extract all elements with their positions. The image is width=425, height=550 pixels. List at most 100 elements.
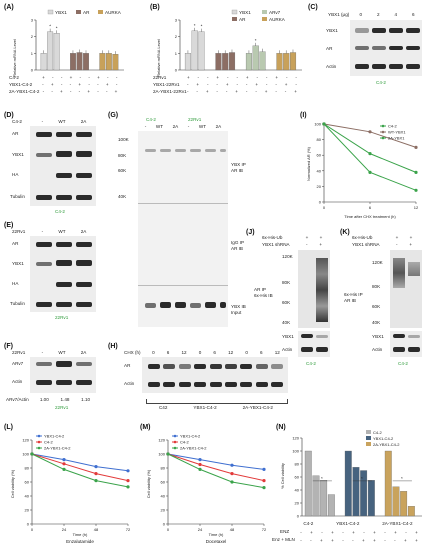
smear — [316, 258, 328, 322]
y-tick-label: 0 — [27, 522, 30, 527]
legend-swatch — [366, 430, 371, 434]
d-row: YBX1 — [12, 152, 24, 157]
f-row: ARv7 — [12, 361, 24, 366]
g-col: 2A — [215, 124, 222, 129]
y-tick-label: 0 — [319, 200, 322, 205]
y-tick-label: 0 — [175, 68, 178, 73]
e-row: Tubulin — [10, 301, 25, 306]
data-point — [198, 467, 202, 471]
data-point — [414, 145, 418, 149]
band — [36, 302, 52, 307]
f-corner: 22Rv1 — [12, 350, 26, 355]
sign-row-label: C4-2 — [9, 75, 19, 80]
sign: + — [409, 242, 413, 247]
sign-row: C4-2 + - - + - - + - - — [9, 74, 121, 81]
sign: - — [105, 89, 108, 94]
sub-l: Enzalutamide — [66, 539, 94, 544]
h-time: 0 — [152, 350, 155, 355]
band — [76, 173, 92, 178]
bar — [47, 31, 54, 71]
row-table-b: 22Rv1 + - - + - - + - - + - - YBX1-22Rv1- + - - + - - + - - + -2… — [153, 74, 303, 95]
band — [408, 347, 420, 352]
f-col: 2A — [80, 350, 87, 355]
c-row-label: Actin — [326, 64, 337, 69]
sign: + — [284, 82, 288, 87]
f-ratios: 1.00 1.48 1.10 — [34, 397, 96, 402]
k-cell-label: C4-2 — [398, 361, 408, 366]
band — [209, 382, 222, 387]
legend-swatch-aurka — [98, 10, 103, 14]
data-point — [94, 465, 98, 469]
band — [393, 334, 405, 338]
e-corner: 22Rv1 — [12, 229, 26, 234]
bar — [215, 53, 222, 71]
sign-row-label: 2A-YBX1-C4-2 — [9, 89, 40, 94]
sign: - — [295, 75, 297, 80]
j-mw: 120K — [282, 254, 293, 259]
sign: + — [310, 530, 313, 535]
series-line — [31, 453, 129, 472]
d-cell-label: C4-2 — [55, 209, 65, 214]
sign: - — [305, 242, 308, 247]
band — [190, 303, 201, 308]
sign: - — [256, 75, 259, 80]
legend-label: 2A-YBX1 — [388, 136, 405, 141]
band — [255, 364, 268, 369]
band — [301, 347, 313, 352]
band — [56, 242, 72, 247]
band — [36, 153, 52, 157]
y-tick-label: 0 — [163, 522, 166, 527]
g-mw: 80K — [118, 153, 127, 158]
sign: + — [319, 235, 323, 240]
legend-label: YBX1-C4-2 — [373, 436, 394, 441]
y-tick-label: 1 — [175, 51, 178, 56]
sign: + — [87, 89, 91, 94]
j-row: YBX1 — [282, 334, 294, 339]
ylabel-i: Normalized AR (%) — [306, 146, 311, 181]
d-cols: - WT 2A — [34, 119, 94, 124]
data-point — [62, 462, 66, 466]
sign-row: YBX1-C4-2 - + - - + - - + - — [9, 81, 121, 88]
sign: + — [60, 89, 63, 94]
band — [301, 334, 313, 338]
j-mw: 40K — [282, 320, 291, 325]
sign-row-label: 22Rv1 — [153, 75, 167, 80]
series-line — [167, 453, 265, 482]
sign: - — [78, 89, 81, 94]
bar — [283, 53, 290, 71]
row-table-a: C4-2 + - - + - - + - - YBX1-C4-2- + - - + - - + -2A-YBX1-C… — [9, 74, 121, 95]
g-col: - — [187, 124, 190, 129]
panel-label-b: (B) — [150, 4, 160, 11]
sign: + — [196, 82, 200, 87]
sign: - — [342, 538, 344, 543]
g-mw: 100K — [118, 137, 129, 142]
j-row-top: 6x-His-Ub — [262, 235, 283, 240]
y-tick-label: 40 — [161, 494, 166, 499]
x-tick-label: 24 — [62, 527, 67, 532]
sign: + — [186, 75, 190, 80]
sign: - — [225, 89, 228, 94]
y-tick-label: 60 — [317, 153, 322, 158]
g-col: 2A — [172, 124, 179, 129]
y-tick-label: 100 — [22, 452, 29, 457]
band — [372, 64, 386, 69]
h-group: YBX1-C4-2 — [193, 405, 217, 410]
band — [372, 46, 386, 50]
bar — [320, 480, 328, 517]
legend-b-ar: AR — [239, 17, 246, 22]
sign: + — [42, 75, 45, 80]
k-row: Actin — [372, 347, 383, 352]
chart-b: YBX1 ARv7 AR AURKA Relative mRNA Level 0… — [156, 9, 302, 77]
bar — [105, 53, 112, 71]
bar — [99, 53, 106, 71]
band — [355, 28, 369, 33]
significance-mark: * — [255, 38, 257, 43]
sign: - — [88, 75, 90, 80]
bar — [367, 480, 375, 517]
bar — [222, 53, 229, 71]
panel-label-a: (A) — [4, 4, 14, 11]
sign: - — [363, 530, 365, 535]
e-row: YBX1 — [12, 261, 24, 266]
band — [316, 335, 328, 338]
